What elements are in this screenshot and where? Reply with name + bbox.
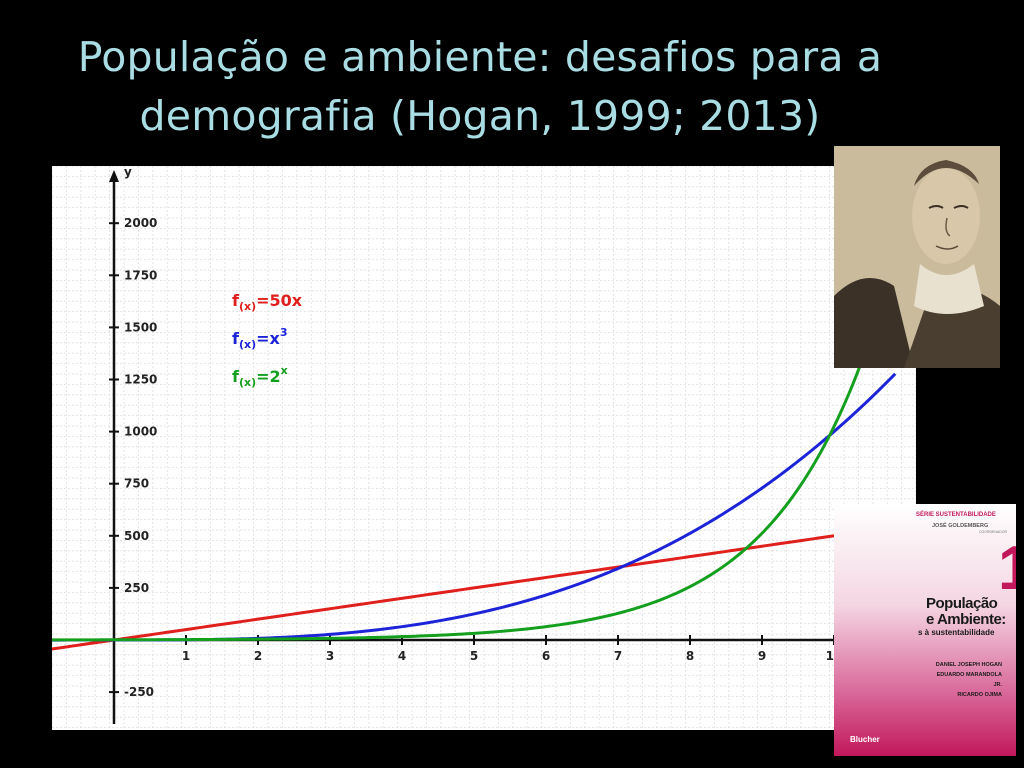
x-tick-label: 7	[614, 649, 622, 663]
portrait-image	[834, 146, 1000, 368]
portrait-engraving	[834, 146, 1000, 368]
legend-entry-3: f(x)=2x	[232, 364, 288, 389]
y-tick-label: 1000	[124, 425, 157, 439]
legend-entry-1: f(x)=50x	[232, 291, 303, 313]
x-tick-label: 1	[182, 649, 190, 663]
x-tick-label: 3	[326, 649, 334, 663]
book-author: EDUARDO MARANDOLA JR.	[936, 672, 1002, 688]
slide-title: População e ambiente: desafios para a de…	[0, 28, 960, 146]
x-tick-label: 4	[398, 649, 406, 663]
y-tick-label: 750	[124, 477, 149, 491]
x-tick-label: 2	[254, 649, 262, 663]
x-tick-label: 8	[686, 649, 694, 663]
x-tick-label: 6	[542, 649, 550, 663]
book-coordinator: JOSÉ GOLDEMBERG	[932, 523, 989, 529]
book-title-line-1: População	[926, 595, 998, 612]
y-tick-label: 1750	[124, 268, 157, 282]
y-tick-label: 500	[124, 529, 149, 543]
x-tick-label: 9	[758, 649, 766, 663]
chart-svg: xy12345678910-25025050075010001250150017…	[52, 166, 916, 730]
y-axis-arrow	[109, 170, 119, 182]
slide-title-line-2: demografia (Hogan, 1999; 2013)	[139, 92, 821, 140]
series-line-2	[52, 372, 897, 642]
book-series: SÉRIE SUSTENTABILIDADE	[916, 512, 996, 518]
book-coordinator-role: COORDENADOR	[979, 530, 1008, 534]
book-authors: DANIEL JOSEPH HOGAN EDUARDO MARANDOLA JR…	[930, 660, 1002, 700]
series-line-3	[52, 254, 897, 642]
y-axis-label: y	[124, 166, 132, 179]
book-title-line-2: e Ambiente:	[926, 611, 1006, 628]
x-tick-label: 5	[470, 649, 478, 663]
book-title: População e Ambiente:	[926, 596, 1006, 628]
book-publisher: Blucher	[850, 735, 880, 744]
y-tick-label: 1250	[124, 373, 157, 387]
legend-entry-2: f(x)=x3	[232, 326, 288, 351]
y-tick-label: 250	[124, 581, 149, 595]
slide-title-line-1: População e ambiente: desafios para a	[77, 33, 883, 81]
book-cover-image: SÉRIE SUSTENTABILIDADE JOSÉ GOLDEMBERG C…	[834, 504, 1016, 756]
book-author: DANIEL JOSEPH HOGAN	[935, 662, 1002, 668]
series-line-1	[52, 525, 896, 651]
function-growth-chart: xy12345678910-25025050075010001250150017…	[52, 166, 916, 730]
book-author: RICARDO OJIMA	[957, 692, 1002, 698]
book-subtitle: s à sustentabilidade	[918, 628, 995, 637]
y-tick-label: 2000	[124, 216, 157, 230]
y-tick-label: -250	[124, 685, 154, 699]
y-tick-label: 1500	[124, 320, 157, 334]
book-volume-number: 1	[998, 534, 1016, 603]
